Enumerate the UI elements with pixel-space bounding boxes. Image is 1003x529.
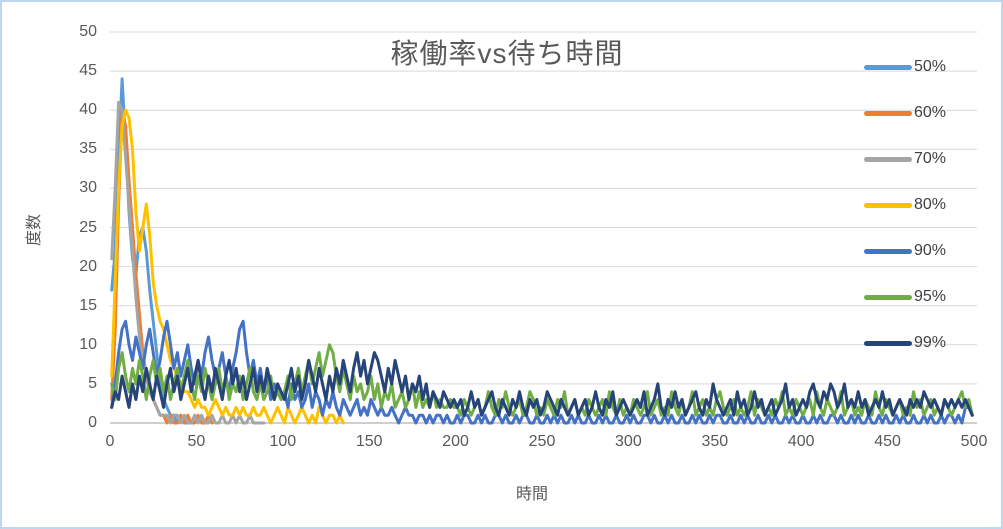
- x-tick-100: 100: [269, 433, 297, 450]
- x-tick-350: 350: [701, 433, 729, 450]
- chart-legend: 50% 60% 70% 80% 90% 95% 99%: [864, 44, 976, 366]
- legend-label-80%: 80%: [914, 196, 947, 213]
- legend-item-95%[interactable]: 95%: [864, 274, 976, 320]
- x-tick-50: 50: [187, 433, 206, 450]
- x-axis-title: 時間: [515, 486, 548, 503]
- legend-item-70%[interactable]: 70%: [864, 136, 976, 182]
- y-tick-40: 40: [79, 101, 97, 119]
- y-tick-20: 20: [79, 257, 97, 275]
- y-tick-35: 35: [79, 140, 97, 158]
- legend-label-99%: 99%: [914, 334, 947, 351]
- legend-item-60%[interactable]: 60%: [864, 90, 976, 136]
- x-tick-250: 250: [528, 433, 556, 450]
- y-tick-5: 5: [88, 374, 97, 392]
- series-line-70%[interactable]: [110, 100, 266, 425]
- y-tick-15: 15: [79, 296, 97, 314]
- legend-label-70%: 70%: [914, 150, 947, 167]
- x-tick-400: 400: [787, 433, 815, 450]
- x-tick-300: 300: [615, 433, 642, 450]
- legend-label-95%: 95%: [914, 288, 947, 305]
- legend-label-60%: 60%: [914, 104, 947, 121]
- y-tick-30: 30: [79, 179, 97, 197]
- x-tick-0: 0: [105, 433, 115, 450]
- x-tick-500: 500: [960, 433, 988, 450]
- legend-marker-95%: [864, 294, 912, 300]
- x-tick-450: 450: [874, 433, 901, 450]
- legend-marker-70%: [864, 156, 912, 162]
- y-tick-50: 50: [79, 23, 97, 40]
- legend-item-99%[interactable]: 99%: [864, 320, 976, 366]
- legend-label-50%: 50%: [914, 58, 947, 75]
- legend-item-90%[interactable]: 90%: [864, 228, 976, 274]
- legend-marker-50%: [864, 64, 912, 70]
- series-line-80%[interactable]: [110, 108, 345, 425]
- legend-item-80%[interactable]: 80%: [864, 182, 976, 228]
- y-tick-25: 25: [79, 218, 97, 236]
- y-axis-title: 度数: [26, 213, 44, 247]
- legend-marker-80%: [864, 202, 912, 208]
- y-tick-10: 10: [79, 335, 97, 353]
- x-tick-200: 200: [442, 433, 469, 450]
- legend-marker-60%: [864, 110, 912, 116]
- legend-item-50%[interactable]: 50%: [864, 44, 976, 90]
- chart-title: 稼働率vs待ち時間: [390, 38, 624, 69]
- legend-label-90%: 90%: [914, 242, 947, 259]
- x-tick-150: 150: [355, 433, 383, 450]
- y-tick-0: 0: [88, 414, 97, 431]
- series-line-99%[interactable]: [110, 351, 974, 417]
- legend-marker-99%: [864, 340, 912, 346]
- y-tick-45: 45: [79, 62, 97, 80]
- legend-marker-90%: [864, 248, 912, 254]
